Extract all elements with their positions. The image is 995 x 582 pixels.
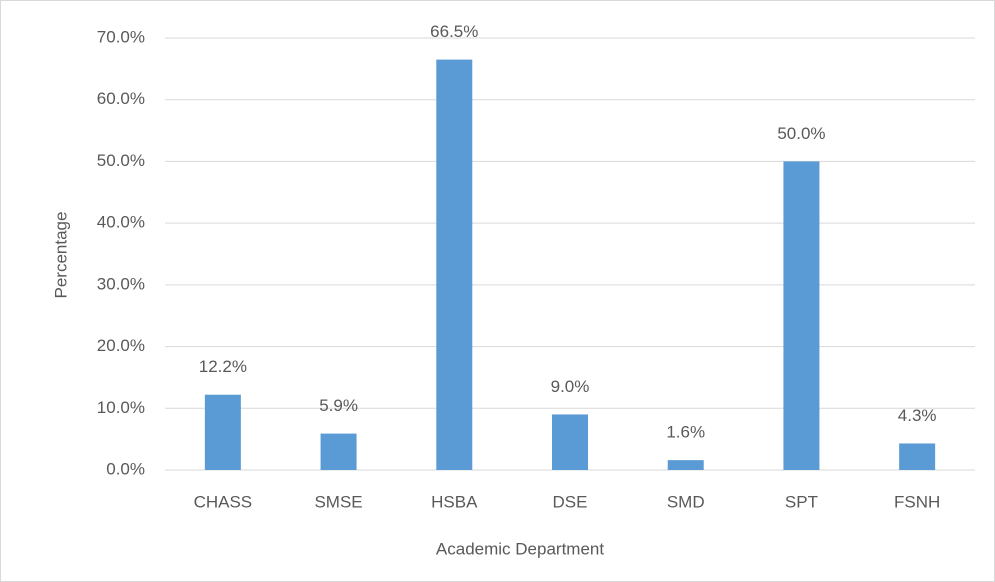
bar: [667, 460, 704, 470]
bar: [783, 161, 820, 470]
y-tick-label: 0.0%: [106, 459, 145, 478]
value-label: 9.0%: [551, 377, 590, 396]
value-label: 5.9%: [319, 396, 358, 415]
value-label: 1.6%: [666, 423, 705, 442]
x-tick-label: CHASS: [194, 492, 253, 511]
value-label: 12.2%: [199, 357, 247, 376]
bar: [552, 414, 588, 470]
x-tick-label: HSBA: [431, 492, 478, 511]
value-label: 66.5%: [430, 22, 478, 41]
bar: [320, 433, 357, 470]
y-tick-label: 40.0%: [97, 213, 145, 232]
y-tick-label: 30.0%: [97, 274, 145, 293]
bar: [204, 394, 241, 470]
y-axis-label: Percentage: [51, 212, 70, 299]
x-tick-label: SMD: [667, 492, 705, 511]
value-label: 50.0%: [777, 124, 825, 143]
y-tick-label: 60.0%: [97, 89, 145, 108]
y-tick-label: 70.0%: [97, 27, 145, 46]
x-axis-label: Academic Department: [436, 539, 604, 558]
y-tick-label: 10.0%: [97, 398, 145, 417]
x-tick-label: DSE: [553, 492, 588, 511]
value-label: 4.3%: [898, 406, 937, 425]
bar: [899, 443, 936, 470]
x-tick-label: FSNH: [894, 492, 940, 511]
x-tick-label: SMSE: [314, 492, 362, 511]
y-tick-label: 20.0%: [97, 336, 145, 355]
bar: [436, 59, 473, 470]
y-tick-label: 50.0%: [97, 151, 145, 170]
x-tick-label: SPT: [785, 492, 818, 511]
